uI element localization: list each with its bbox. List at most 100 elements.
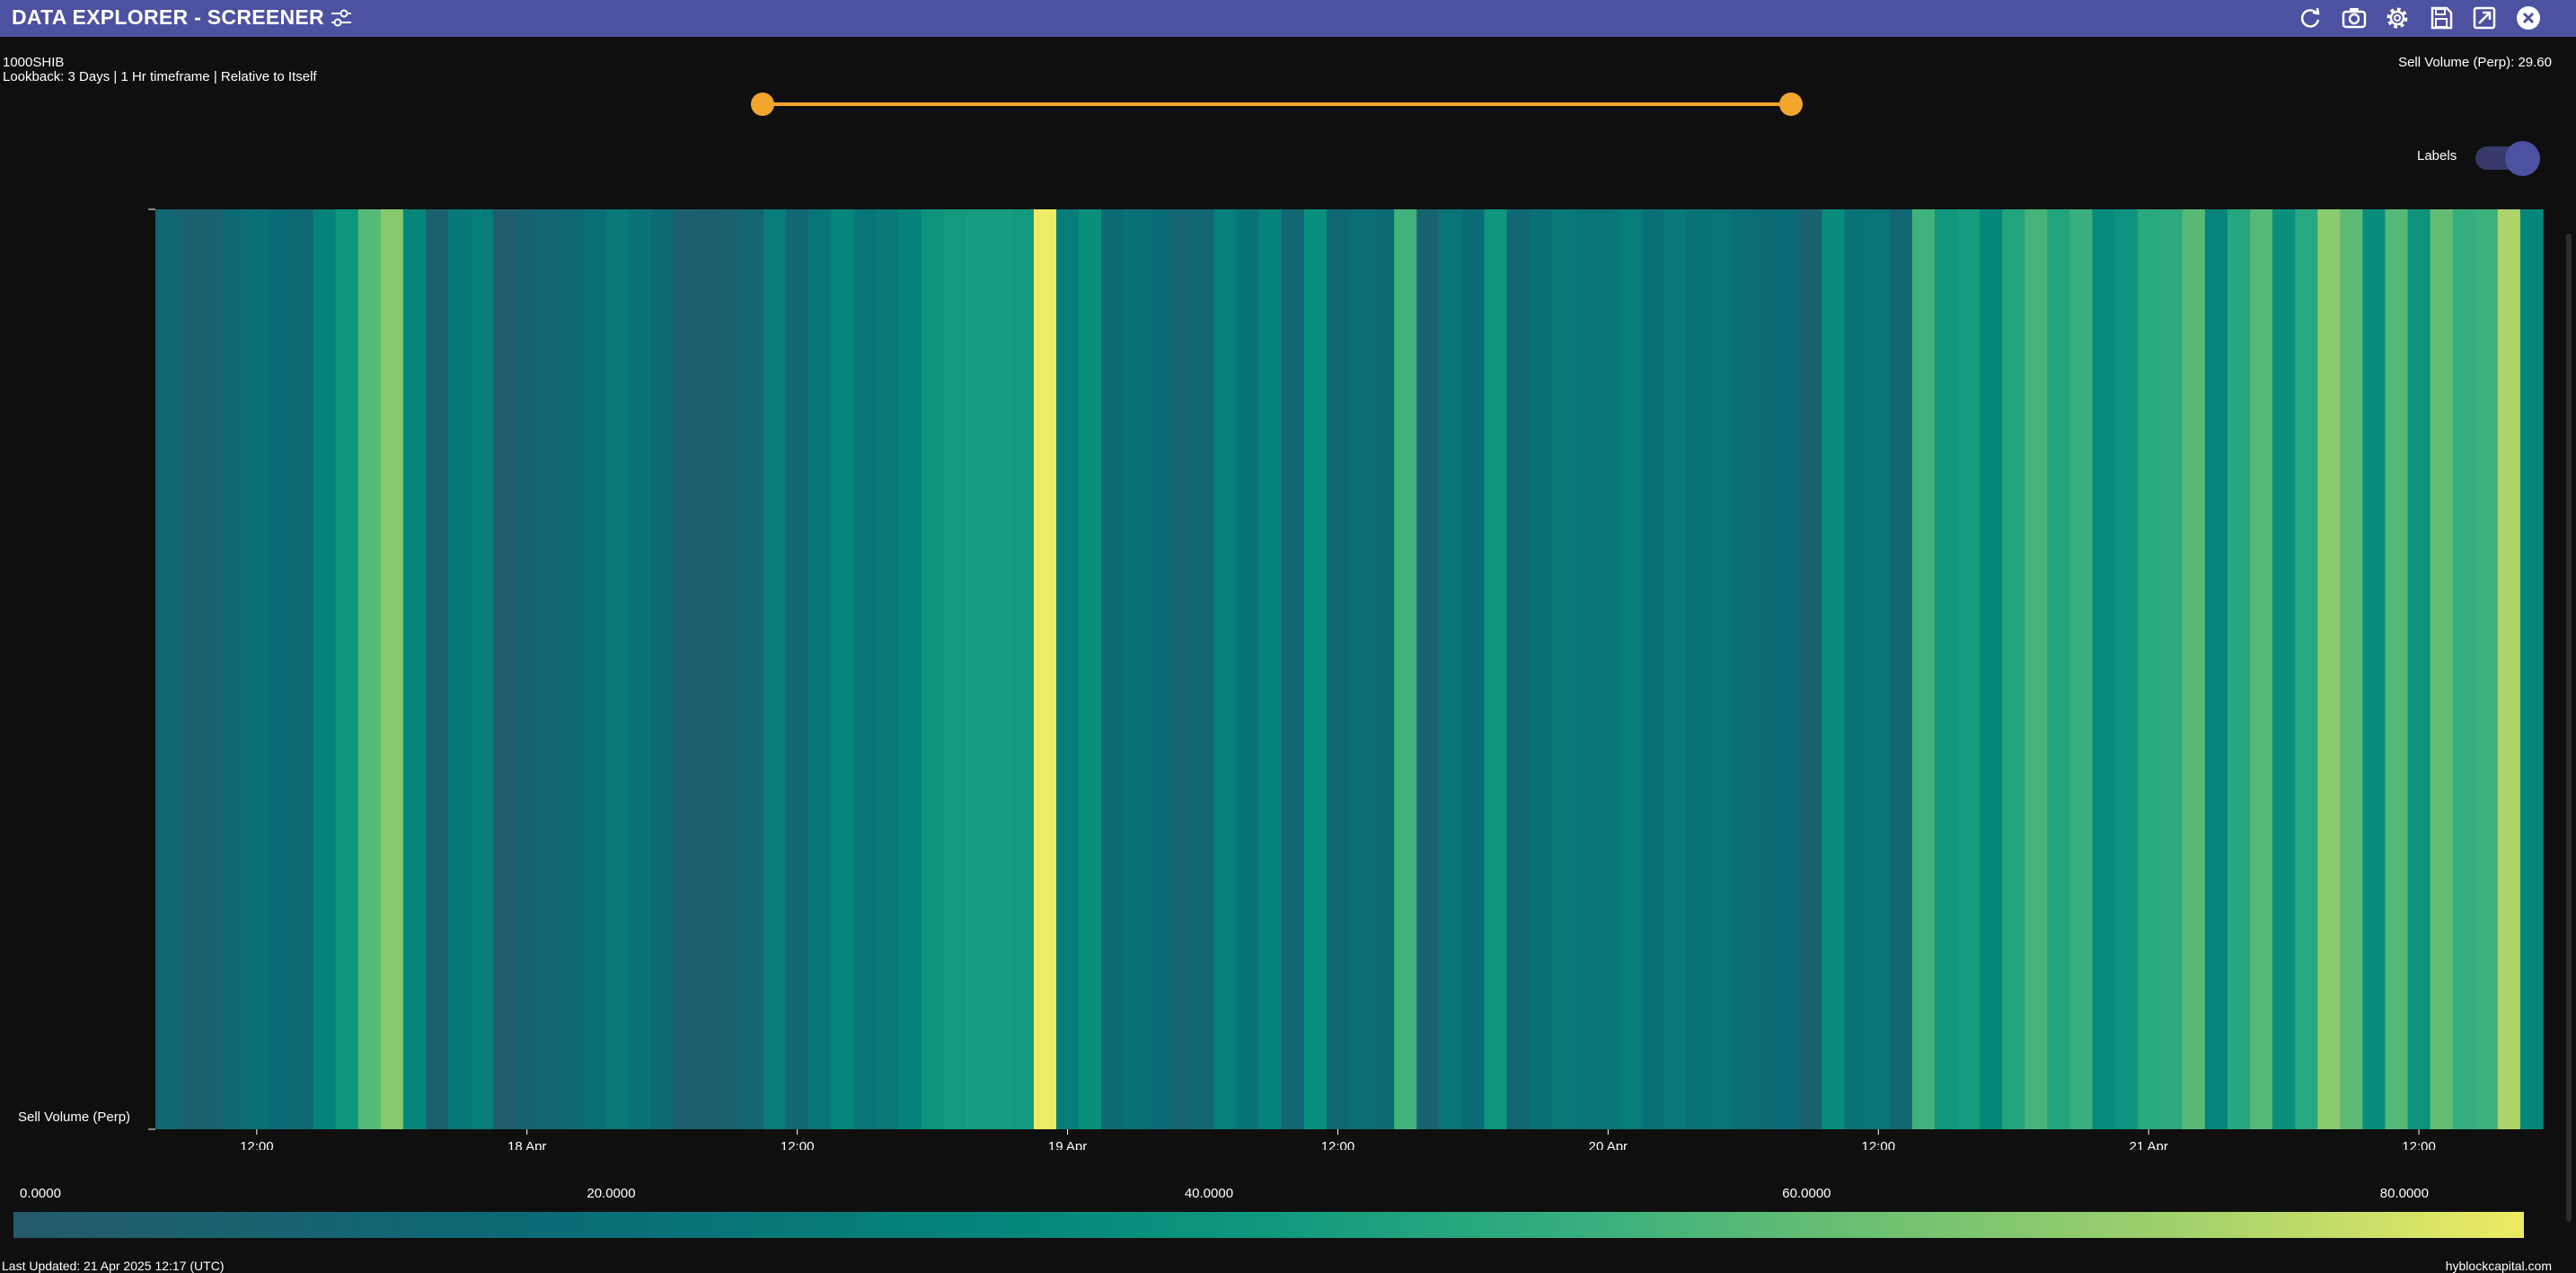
heatmap-cell[interactable] bbox=[425, 209, 449, 1129]
heatmap-cell[interactable] bbox=[2002, 209, 2025, 1129]
heatmap-cell[interactable] bbox=[2025, 209, 2048, 1129]
heatmap-cell[interactable] bbox=[447, 209, 472, 1129]
heatmap-cell[interactable] bbox=[898, 209, 922, 1129]
heatmap-cell[interactable] bbox=[2227, 209, 2251, 1129]
heatmap-cell[interactable] bbox=[493, 209, 516, 1129]
heatmap-cell[interactable] bbox=[628, 209, 652, 1129]
heatmap-cell[interactable] bbox=[1033, 209, 1057, 1129]
camera-icon[interactable] bbox=[2341, 4, 2368, 31]
heatmap-cell[interactable] bbox=[538, 209, 561, 1129]
heatmap-cell[interactable] bbox=[380, 209, 404, 1129]
heatmap-cell[interactable] bbox=[583, 209, 607, 1129]
heatmap-cell[interactable] bbox=[335, 209, 359, 1129]
heatmap-cell[interactable] bbox=[2362, 209, 2386, 1129]
range-slider-track[interactable] bbox=[763, 102, 1791, 106]
heatmap-cell[interactable] bbox=[223, 209, 246, 1129]
heatmap-cell[interactable] bbox=[740, 209, 764, 1129]
heatmap-cell[interactable] bbox=[402, 209, 427, 1129]
heatmap-cell[interactable] bbox=[605, 209, 630, 1129]
heatmap-cell[interactable] bbox=[1439, 209, 1462, 1129]
heatmap-cell[interactable] bbox=[2295, 209, 2318, 1129]
refresh-icon[interactable] bbox=[2297, 4, 2324, 31]
heatmap-cell[interactable] bbox=[1866, 209, 1891, 1129]
heatmap-cell[interactable] bbox=[2047, 209, 2071, 1129]
heatmap-cell[interactable] bbox=[2452, 209, 2476, 1129]
save-icon[interactable] bbox=[2428, 4, 2455, 31]
labels-toggle-knob[interactable] bbox=[2505, 141, 2540, 176]
range-slider[interactable] bbox=[751, 92, 1803, 117]
heatmap-cell[interactable] bbox=[786, 209, 809, 1129]
gear-icon[interactable] bbox=[2384, 4, 2411, 31]
heatmap-cell[interactable] bbox=[1732, 209, 1755, 1129]
heatmap-cell[interactable] bbox=[1934, 209, 1958, 1129]
heatmap-cell[interactable] bbox=[1641, 209, 1665, 1129]
heatmap-cell[interactable] bbox=[921, 209, 945, 1129]
heatmap-cell[interactable] bbox=[1213, 209, 1238, 1129]
heatmap-cell[interactable] bbox=[1010, 209, 1035, 1129]
heatmap-cell[interactable] bbox=[2272, 209, 2296, 1129]
heatmap-cell[interactable] bbox=[2182, 209, 2206, 1129]
heatmap-cell[interactable] bbox=[1822, 209, 1846, 1129]
heatmap-cell[interactable] bbox=[1506, 209, 1531, 1129]
heatmap-cell[interactable] bbox=[1258, 209, 1283, 1129]
heatmap-cell[interactable] bbox=[650, 209, 675, 1129]
heatmap-cell[interactable] bbox=[560, 209, 585, 1129]
close-icon[interactable] bbox=[2515, 4, 2542, 31]
heatmap-cell[interactable] bbox=[1596, 209, 1620, 1129]
heatmap-cell[interactable] bbox=[876, 209, 900, 1129]
heatmap-cell[interactable] bbox=[1101, 209, 1125, 1129]
heatmap-cell[interactable] bbox=[1079, 209, 1102, 1129]
heatmap-cell[interactable] bbox=[2092, 209, 2116, 1129]
heatmap-cell[interactable] bbox=[313, 209, 337, 1129]
heatmap-cell[interactable] bbox=[2475, 209, 2499, 1129]
heatmap-cell[interactable] bbox=[695, 209, 719, 1129]
heatmap-cell[interactable] bbox=[516, 209, 539, 1129]
heatmap-cell[interactable] bbox=[1799, 209, 1823, 1129]
heatmap-cell[interactable] bbox=[1169, 209, 1193, 1129]
heatmap-cell[interactable] bbox=[245, 209, 269, 1129]
range-slider-start-handle[interactable] bbox=[751, 93, 774, 116]
heatmap-cell[interactable] bbox=[718, 209, 742, 1129]
heatmap-cell[interactable] bbox=[2250, 209, 2273, 1129]
heatmap-cell[interactable] bbox=[943, 209, 967, 1129]
heatmap-cell[interactable] bbox=[1124, 209, 1147, 1129]
heatmap-cell[interactable] bbox=[1619, 209, 1643, 1129]
heatmap-cell[interactable] bbox=[1372, 209, 1395, 1129]
heatmap-cell[interactable] bbox=[1146, 209, 1169, 1129]
heatmap-cell[interactable] bbox=[2204, 209, 2228, 1129]
heatmap-cell[interactable] bbox=[357, 209, 382, 1129]
heatmap-cell[interactable] bbox=[1844, 209, 1868, 1129]
heatmap-cell[interactable] bbox=[1303, 209, 1328, 1129]
heatmap-cell[interactable] bbox=[988, 209, 1012, 1129]
heatmap-cell[interactable] bbox=[1551, 209, 1575, 1129]
heatmap-cell[interactable] bbox=[268, 209, 292, 1129]
heatmap-cell[interactable] bbox=[1394, 209, 1417, 1129]
heatmap-chart[interactable]: 12:00 18 Apr 12:00 19 Apr 12:00 20 Apr 12:00 21… bbox=[0, 198, 2576, 1150]
heatmap-cell[interactable] bbox=[1664, 209, 1688, 1129]
filter-sliders-icon[interactable] bbox=[329, 5, 354, 31]
heatmap-cell[interactable] bbox=[1191, 209, 1215, 1129]
heatmap-cell[interactable] bbox=[1529, 209, 1553, 1129]
heatmap-cell[interactable] bbox=[853, 209, 878, 1129]
heatmap-cell[interactable] bbox=[1957, 209, 1981, 1129]
labels-toggle[interactable] bbox=[2475, 141, 2540, 176]
heatmap-cell[interactable] bbox=[1754, 209, 1778, 1129]
heatmap-cell[interactable] bbox=[1687, 209, 1710, 1129]
heatmap-cell[interactable] bbox=[1911, 209, 1936, 1129]
heatmap-cell[interactable] bbox=[966, 209, 990, 1129]
heatmap-cell[interactable] bbox=[1461, 209, 1486, 1129]
heatmap-cell[interactable] bbox=[1484, 209, 1508, 1129]
range-slider-end-handle[interactable] bbox=[1779, 93, 1803, 116]
heatmap-cell[interactable] bbox=[763, 209, 787, 1129]
scrollbar-thumb[interactable] bbox=[2566, 234, 2572, 1222]
heatmap-cell[interactable] bbox=[1326, 209, 1350, 1129]
heatmap-cell[interactable] bbox=[471, 209, 494, 1129]
heatmap-cell[interactable] bbox=[1574, 209, 1598, 1129]
heatmap-cell[interactable] bbox=[155, 209, 179, 1129]
heatmap-cell[interactable] bbox=[178, 209, 201, 1129]
heatmap-cell[interactable] bbox=[1980, 209, 2003, 1129]
heatmap-cell[interactable] bbox=[290, 209, 314, 1129]
heatmap-cell[interactable] bbox=[200, 209, 224, 1129]
heatmap-cell[interactable] bbox=[2137, 209, 2161, 1129]
heatmap-cell[interactable] bbox=[2385, 209, 2409, 1129]
